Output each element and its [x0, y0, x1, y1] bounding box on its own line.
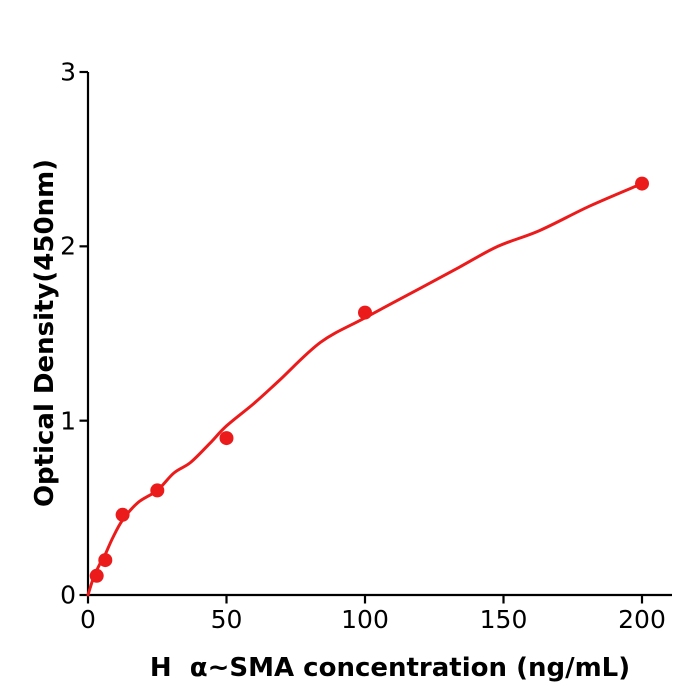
data-point	[635, 176, 649, 191]
x-tick-label: 0	[80, 605, 96, 634]
data-point	[98, 553, 113, 568]
x-tick-label: 100	[341, 605, 389, 634]
x-axis-label: H α~SMA concentration (ng/mL)	[149, 653, 631, 683]
fit-curve	[86, 182, 644, 597]
data-point	[219, 431, 234, 446]
data-point	[115, 507, 130, 522]
x-tick-label: 50	[210, 605, 243, 634]
y-tick-label: 1	[60, 406, 76, 436]
y-axis-label: Optical Density(450nm)	[30, 158, 60, 508]
data-point	[150, 483, 165, 498]
x-tick-label: 150	[479, 605, 528, 634]
data-point	[358, 305, 372, 320]
axis-spines	[86, 72, 672, 597]
data-point	[89, 568, 104, 583]
y-tick-label: 2	[60, 231, 76, 261]
y-tick-label: 3	[60, 57, 76, 87]
y-tick-label: 0	[60, 580, 76, 610]
x-tick-label: 200	[618, 605, 666, 634]
